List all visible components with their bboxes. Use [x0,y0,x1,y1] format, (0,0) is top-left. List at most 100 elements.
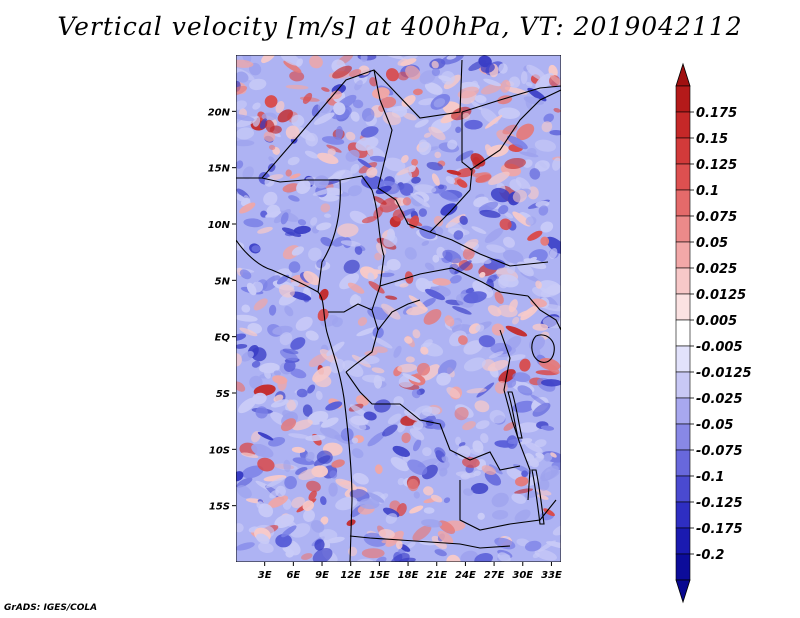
colorbar-segment [675,293,691,321]
velocity-cell [289,173,301,179]
velocity-cell [330,90,342,100]
border-nigeria-cameroon [317,179,341,293]
velocity-cell [486,244,506,253]
velocity-cell [431,60,439,69]
velocity-cell [275,533,292,548]
velocity-cell [291,281,300,287]
velocity-cell [401,154,409,164]
velocity-cell [308,490,317,501]
velocity-cell [418,208,428,217]
velocity-cell [286,399,297,411]
velocity-cell [413,88,423,96]
velocity-cell [524,441,543,453]
colorbar-segment [675,449,691,477]
velocity-cell [480,62,495,73]
velocity-cell [280,418,297,432]
velocity-cell [512,189,528,203]
grads-credit: GrADS: IGES/COLA [4,603,98,613]
velocity-cell [281,525,297,538]
velocity-cell [392,445,410,457]
velocity-cell [532,552,540,559]
velocity-cell [481,465,496,475]
velocity-cell [357,317,368,326]
velocity-cell [320,516,329,525]
velocity-cell [264,370,271,379]
velocity-cell [492,509,509,520]
velocity-cell [527,230,543,241]
border-car-drc [379,267,529,297]
velocity-cell [381,303,401,320]
velocity-cell [375,185,392,195]
velocity-cell [488,351,504,359]
velocity-cell [236,333,247,341]
velocity-cell [446,387,461,399]
coastline-west-africa [236,239,353,562]
velocity-cell [474,400,490,413]
velocity-cell [462,457,480,468]
velocity-cell [343,259,360,274]
velocity-cell [285,125,300,140]
velocity-cell [358,162,378,174]
colorbar-label: 0.175 [696,106,737,121]
colorbar-segment [675,371,691,399]
velocity-cell [421,364,440,381]
border-drc-angola [345,371,521,471]
velocity-cell [253,298,268,311]
velocity-cell [514,509,531,523]
velocity-cell [414,184,437,194]
velocity-cell [406,306,428,316]
colorbar-segment [675,397,691,425]
velocity-cell [539,470,560,482]
velocity-cell [349,294,359,306]
velocity-cell [385,68,399,82]
velocity-cell [516,123,535,141]
lat-label: 5S [216,389,230,400]
velocity-cell [363,411,377,421]
velocity-cell [411,176,421,184]
velocity-cell [484,144,494,156]
velocity-cell [404,336,413,344]
colorbar-segment [675,85,691,113]
velocity-cell [484,470,502,486]
velocity-cell [305,330,319,341]
lake-victoria [531,334,555,363]
chart-title: Vertical velocity [m/s] at 400hPa, VT: 2… [57,12,743,41]
velocity-cell [267,495,289,508]
velocity-cell [553,108,561,113]
velocity-cell [393,345,402,358]
colorbar-segment [675,111,691,139]
velocity-cell [459,215,468,225]
velocity-cell [505,325,528,337]
velocity-cell [373,196,387,205]
velocity-cell [532,323,549,331]
colorbar-bottom-arrow [675,579,691,604]
lat-label: 15N [208,164,231,175]
velocity-cell [542,304,561,312]
colorbar-label: -0.125 [696,496,743,511]
velocity-cell [285,169,292,177]
velocity-cell [397,58,408,66]
velocity-cell [413,405,433,420]
velocity-cell [472,156,481,170]
velocity-cell [446,169,462,175]
velocity-cell [464,119,483,130]
velocity-cell [462,112,471,120]
lon-label: 21E [426,570,447,581]
velocity-cell [549,129,561,136]
velocity-cell [520,71,528,85]
lon-label: 6E [286,570,300,581]
lon-label: 9E [315,570,329,581]
velocity-cell [517,309,534,317]
border-angola-namibia [349,535,511,549]
velocity-cell [372,87,390,99]
colorbar-label: -0.175 [696,522,743,537]
colorbar-label: -0.05 [696,418,733,433]
velocity-cell [351,448,364,459]
velocity-cell [366,167,378,178]
colorbar-label: 0.1 [696,184,719,199]
colorbar-label: 0.0125 [696,288,746,303]
velocity-cell [325,401,343,411]
velocity-cell [407,459,428,475]
velocity-cell [516,422,540,433]
velocity-cell [383,234,398,248]
